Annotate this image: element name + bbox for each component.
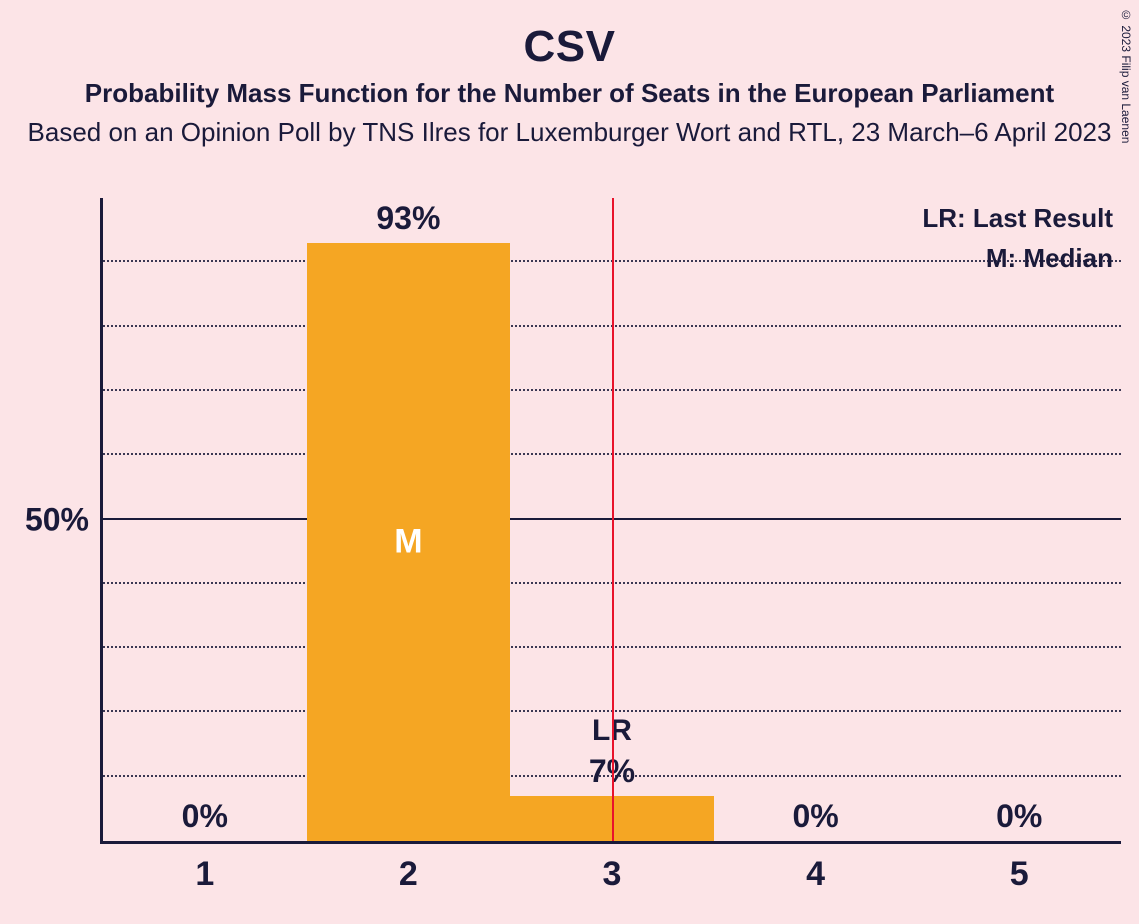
x-axis-label: 4	[806, 841, 825, 894]
bar-value-label: 0%	[996, 798, 1042, 835]
x-axis-label: 3	[603, 841, 622, 894]
bar-value-label: 0%	[792, 798, 838, 835]
chart-title: CSV	[0, 22, 1139, 72]
last-result-vline	[612, 198, 614, 841]
legend-median: M: Median	[922, 238, 1113, 278]
bar-value-label: 93%	[376, 200, 440, 237]
chart-area: LR: Last Result M: Median 50%10%293%M37%…	[0, 180, 1139, 924]
chart-legend: LR: Last Result M: Median	[922, 198, 1113, 279]
chart-subtitle-2: Based on an Opinion Poll by TNS Ilres fo…	[0, 117, 1139, 148]
plot-area: LR: Last Result M: Median 50%10%293%M37%…	[100, 198, 1121, 844]
median-marker: M	[394, 523, 422, 562]
copyright-text: © 2023 Filip van Laenen	[1119, 8, 1133, 143]
chart-titles: CSV Probability Mass Function for the Nu…	[0, 0, 1139, 148]
bar-value-label: 0%	[182, 798, 228, 835]
bar-slot: 93%M	[307, 243, 511, 841]
x-axis-label: 2	[399, 841, 418, 894]
legend-lr: LR: Last Result	[922, 198, 1113, 238]
x-axis-label: 1	[195, 841, 214, 894]
x-axis-label: 5	[1010, 841, 1029, 894]
y-axis-label-50: 50%	[25, 501, 103, 538]
chart-subtitle-1: Probability Mass Function for the Number…	[0, 78, 1139, 109]
